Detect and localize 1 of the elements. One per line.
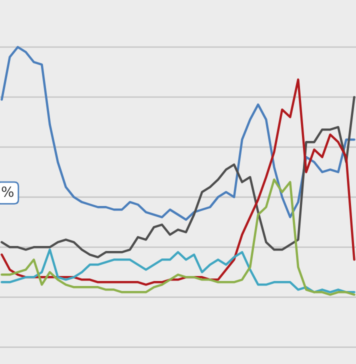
annotation: %: [2, 186, 14, 197]
